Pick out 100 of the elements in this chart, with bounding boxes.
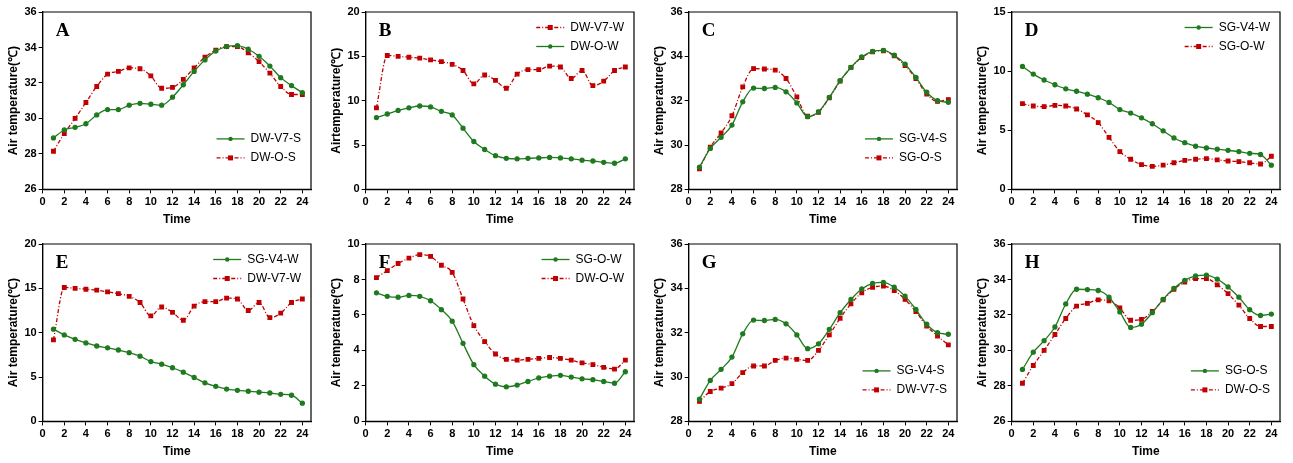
x-tick-label: 0: [362, 195, 369, 208]
x-tick-label: 18: [877, 195, 890, 208]
y-tick-label: 6: [353, 307, 360, 320]
x-tick-label: 0: [1008, 426, 1015, 439]
legend-label: SG-V4-W: [247, 251, 300, 266]
y-tick-label: 30: [24, 111, 37, 124]
x-tick-label: 24: [1265, 195, 1279, 208]
y-tick-label: 5: [999, 123, 1006, 136]
x-tick-label: 12: [812, 426, 825, 439]
x-tick-label: 6: [427, 426, 434, 439]
y-tick-label: 28: [993, 378, 1006, 391]
y-tick-label: 0: [30, 413, 37, 426]
y-tick-label: 30: [670, 369, 683, 382]
chart-title: B: [378, 19, 392, 41]
x-tick-label: 18: [231, 195, 244, 208]
x-tick-label: 12: [489, 195, 502, 208]
x-tick-label: 24: [1265, 426, 1279, 439]
x-tick-label: 22: [274, 195, 287, 208]
x-tick-label: 4: [1051, 426, 1059, 439]
x-tick-label: 8: [772, 426, 779, 439]
x-tick-label: 14: [1157, 426, 1171, 439]
legend-label: DW-V7-W: [570, 19, 625, 34]
legend-label: DW-V7-S: [250, 131, 301, 146]
x-tick-label: 8: [449, 195, 456, 208]
x-tick-label: 2: [61, 195, 68, 208]
x-tick-label: 20: [252, 426, 266, 439]
x-tick-label: 12: [1135, 426, 1148, 439]
x-tick-label: 16: [855, 426, 868, 439]
x-tick-label: 0: [685, 195, 692, 208]
x-tick-label: 14: [1157, 195, 1171, 208]
x-tick-label: 20: [898, 195, 912, 208]
x-axis-title: Time: [485, 443, 515, 458]
y-tick-label: 28: [670, 182, 683, 195]
x-tick-label: 22: [597, 426, 610, 439]
y-tick-label: 34: [24, 40, 38, 53]
y-tick-label: 15: [993, 5, 1006, 18]
x-tick-label: 6: [104, 195, 111, 208]
y-tick-label: 26: [24, 182, 37, 195]
legend-label: DW-V7-W: [247, 270, 302, 285]
y-tick-label: 30: [993, 342, 1006, 355]
x-tick-label: 22: [1243, 195, 1256, 208]
x-tick-label: 4: [1051, 195, 1059, 208]
x-tick-label: 10: [467, 426, 480, 439]
x-tick-label: 14: [834, 426, 848, 439]
y-tick-label: 36: [993, 236, 1006, 249]
x-tick-label: 14: [188, 195, 202, 208]
x-tick-label: 16: [1178, 426, 1191, 439]
x-tick-label: 6: [1073, 195, 1080, 208]
x-tick-label: 20: [252, 195, 266, 208]
y-tick-label: 36: [670, 236, 683, 249]
x-tick-label: 18: [231, 426, 244, 439]
chart-title: D: [1024, 19, 1039, 41]
x-tick-label: 22: [597, 195, 610, 208]
x-tick-label: 6: [1073, 426, 1080, 439]
x-tick-label: 20: [1221, 195, 1235, 208]
x-tick-label: 12: [812, 195, 825, 208]
x-tick-label: 6: [427, 195, 434, 208]
x-tick-label: 20: [575, 195, 589, 208]
y-axis-title: Airtemperature(℃): [328, 47, 343, 154]
x-tick-label: 8: [1095, 426, 1102, 439]
y-tick-label: 10: [24, 325, 37, 338]
x-tick-label: 10: [790, 426, 803, 439]
x-tick-label: 24: [619, 195, 633, 208]
y-axis-title: Air temperature(℃): [974, 277, 989, 387]
y-tick-label: 32: [24, 75, 37, 88]
x-tick-label: 0: [362, 426, 369, 439]
y-tick-label: 0: [999, 182, 1006, 195]
x-tick-label: 22: [1243, 426, 1256, 439]
x-tick-label: 20: [898, 426, 912, 439]
x-tick-label: 20: [1221, 426, 1235, 439]
y-tick-label: 15: [24, 280, 37, 293]
x-axis-title: Time: [1131, 212, 1161, 227]
y-tick-label: 34: [670, 49, 684, 62]
x-tick-label: 22: [274, 426, 287, 439]
x-axis-title: Time: [485, 212, 515, 227]
x-tick-label: 0: [39, 195, 46, 208]
y-tick-label: 36: [670, 5, 683, 18]
x-tick-label: 14: [188, 426, 202, 439]
x-tick-label: 24: [296, 426, 310, 439]
x-tick-label: 12: [489, 426, 502, 439]
y-tick-label: 20: [24, 236, 37, 249]
x-tick-label: 2: [384, 195, 391, 208]
y-tick-label: 15: [347, 49, 360, 62]
y-tick-label: 32: [670, 325, 683, 338]
x-tick-label: 2: [1030, 426, 1037, 439]
x-tick-label: 4: [405, 195, 413, 208]
x-tick-label: 0: [39, 426, 46, 439]
y-tick-label: 32: [670, 93, 683, 106]
chart-title: F: [378, 250, 391, 272]
x-axis-title: Time: [808, 443, 838, 458]
y-tick-label: 20: [347, 5, 360, 18]
x-tick-label: 12: [1135, 195, 1148, 208]
y-tick-label: 26: [993, 413, 1006, 426]
x-tick-label: 16: [209, 426, 222, 439]
x-tick-label: 18: [1200, 426, 1213, 439]
x-tick-label: 8: [1095, 195, 1102, 208]
legend-label: DW-O-S: [1224, 381, 1270, 396]
x-tick-label: 10: [467, 195, 480, 208]
legend-label: SG-O-S: [898, 150, 942, 165]
x-axis-title: Time: [808, 212, 838, 227]
